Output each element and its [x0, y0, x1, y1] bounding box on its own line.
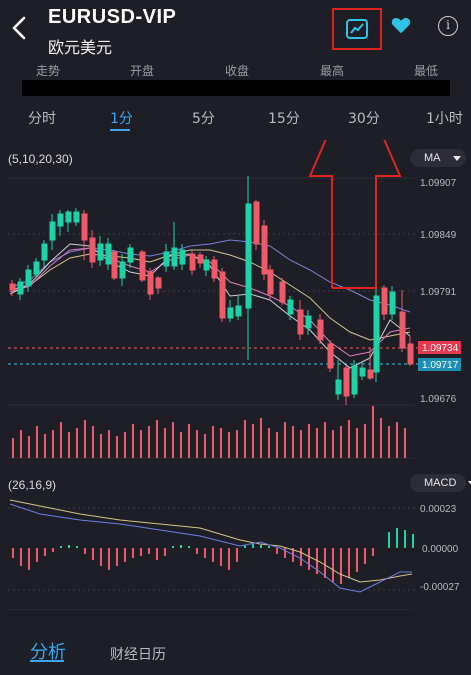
ma-indicator-dropdown[interactable]: MA	[410, 149, 466, 167]
favorite-heart-icon[interactable]	[390, 14, 412, 36]
stat-label-trend: 走势	[36, 64, 61, 78]
price-axis-label-1: 1.09849	[420, 230, 457, 241]
tab-5min[interactable]: 5分	[192, 111, 215, 127]
price-axis-label-3: 1.09676	[420, 394, 457, 405]
kline-chart[interactable]: 1.09907 1.09849 1.09791 1.09676 0.00023 …	[0, 140, 471, 610]
price-axis-label-2: 1.09791	[420, 287, 457, 298]
line-chart-icon	[346, 19, 368, 39]
timeframe-tabs: 分时 1分 5分 15分 30分 1小时	[0, 108, 471, 132]
last-price-badge	[418, 341, 461, 354]
tab-timeline[interactable]: 分时	[28, 111, 56, 127]
stat-label-close: 收盘	[225, 64, 250, 78]
stat-label-open: 开盘	[130, 64, 155, 78]
ma-indicator-label: MA	[424, 152, 441, 164]
macd-axis-label-2: -0.00027	[420, 582, 460, 593]
tab-1hour[interactable]: 1小时	[426, 111, 463, 127]
tab-analysis[interactable]: 分析	[30, 642, 66, 663]
tab-30min[interactable]: 30分	[348, 111, 380, 127]
header: EURUSD-VIP 欧元美元 i	[0, 0, 471, 60]
stat-label-low: 最低	[414, 64, 439, 78]
back-arrow-icon[interactable]	[8, 12, 32, 44]
tab-1min[interactable]: 1分	[110, 111, 133, 127]
chevron-down-icon	[452, 155, 461, 161]
macd-axis-label-0: 0.00023	[420, 504, 457, 515]
macd-params: (26,16,9)	[8, 478, 57, 492]
current-price-badge	[418, 358, 461, 371]
macd-indicator-dropdown[interactable]: MACD	[410, 474, 471, 492]
macd-axis-label-1: 0.00000	[422, 544, 459, 555]
stat-label-high: 最高	[320, 64, 345, 78]
redacted-values-bar	[22, 80, 450, 96]
page-subtitle: 欧元美元	[48, 38, 113, 57]
current-price-badge-text: 1.09717	[422, 360, 459, 371]
active-tab-indicator	[110, 129, 130, 131]
stats-row: 走势 开盘 收盘 最高 最低	[0, 62, 471, 78]
macd-indicator-label: MACD	[424, 477, 457, 489]
info-icon[interactable]: i	[438, 16, 458, 36]
page-title: EURUSD-VIP	[48, 6, 177, 28]
price-axis-label-0: 1.09907	[420, 178, 457, 189]
bottom-tabs: 分析 财经日历	[0, 630, 471, 675]
bottom-active-tab-indicator	[30, 660, 64, 662]
last-price-badge-text: 1.09734	[422, 343, 459, 354]
tab-15min[interactable]: 15分	[268, 111, 300, 127]
chart-mode-button[interactable]	[332, 8, 382, 50]
chevron-down-icon	[468, 480, 471, 486]
annotation-arrow	[308, 140, 402, 289]
ma-params: (5,10,20,30)	[8, 152, 73, 166]
tab-economic-calendar[interactable]: 财经日历	[110, 647, 166, 663]
